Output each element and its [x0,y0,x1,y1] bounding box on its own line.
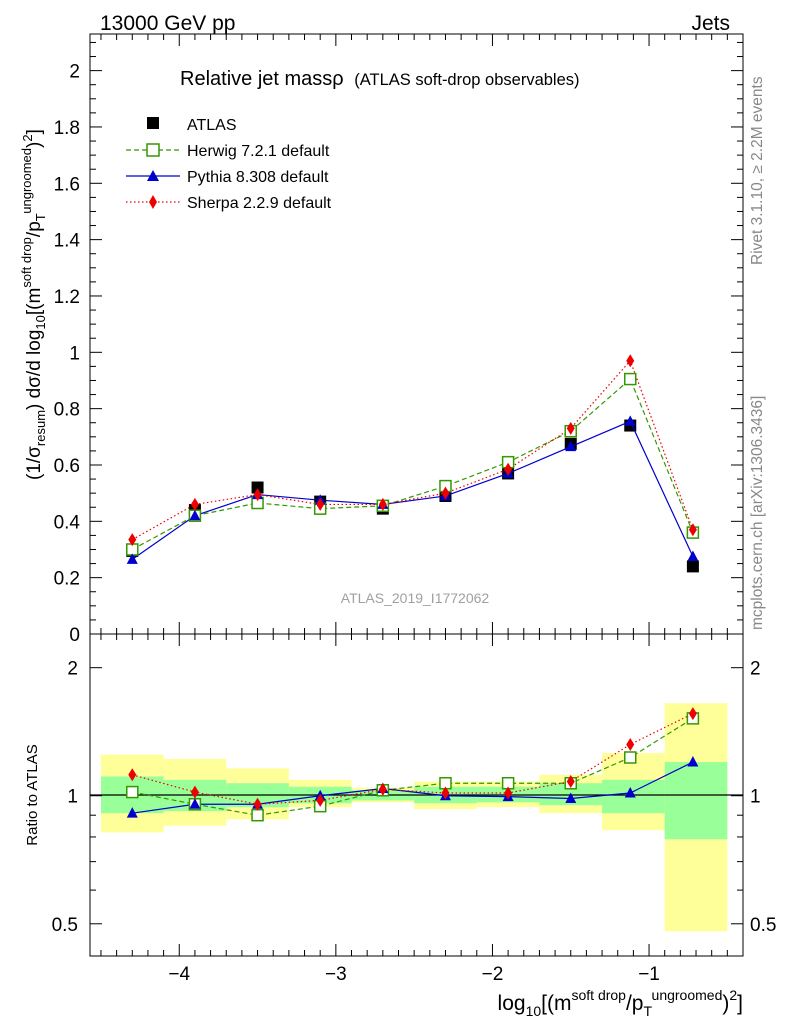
ratio-band-inner [664,762,728,840]
y-tick-label: 1.4 [54,231,81,252]
y-tick-label: 1.8 [54,118,80,139]
beam-label: 13000 GeV pp [100,12,235,35]
y-tick-label: 0.2 [54,569,80,590]
rivet-version-text: Rivet 3.1.10, ≥ 2.2M events [749,76,766,265]
ratio-point-sherpa [190,785,199,799]
mcplots-text: mcplots.cern.ch [arXiv:1306.3436] [749,396,766,630]
ratio-point-sherpa [441,786,450,800]
point-sherpa [316,497,325,511]
y-axis-label: (1/σresum) dσ/d log10[(msoft drop/pTungr… [19,129,48,480]
legend-label-atlas: ATLAS [187,117,237,134]
ratio-frame [89,633,744,957]
legend-marker-sherpa [149,195,157,209]
legend-label-herwig: Herwig 7.2.1 default [187,143,330,160]
ratio-panel: −4 −3 −2 −1 0.5 0.5 1 1 2 2 Ratio to ATLAS [24,633,776,985]
ratio-point-sherpa [504,786,513,800]
point-pythia [687,550,699,562]
x-tick-label: −4 [168,964,190,985]
point-sherpa [688,523,697,537]
legend-label-sherpa: Sherpa 2.2.9 default [187,195,332,212]
series-line-sherpa [131,359,694,541]
point-pythia [624,415,636,426]
series-line-pythia [131,420,694,560]
point-sherpa [253,488,262,502]
y-tick-label: 0 [69,625,80,646]
y-tick-label: 0.4 [54,512,81,533]
ratio-point-sherpa [378,782,387,796]
ratio-point-pythia [624,786,636,798]
point-sherpa [190,497,199,511]
legend: ATLAS Herwig 7.2.1 default Pythia 8.308 … [126,117,332,212]
svg-text:(1/σresum) dσ/d log10[(msoft d: (1/σresum) dσ/d log10[(msoft drop/pTungr… [19,129,48,480]
ratio-y-label: Ratio to ATLAS [24,744,41,845]
point-sherpa [441,486,450,500]
ratio-point-sherpa [253,797,262,811]
point-sherpa [378,497,387,511]
x-tick-label: −2 [482,964,504,985]
ratio-line-herwig [132,717,694,816]
watermark-text: ATLAS_2019_I1772062 [341,590,490,606]
ratio-point-herwig [251,808,264,822]
ratio-y-tick-label-left: 2 [67,659,78,680]
ratio-y-tick-label-left: 0.5 [52,915,78,936]
series-line-herwig [131,378,694,551]
ratio-y-tick-label-right: 0.5 [750,915,776,936]
y-tick-label: 0.8 [54,400,80,421]
point-pythia [189,509,201,521]
y-tick-label: 1 [69,343,80,364]
legend-marker-atlas [147,117,159,129]
chart-title: Relative jet massρ (ATLAS soft-drop obse… [180,68,580,90]
ratio-point-pythia [687,756,699,767]
svg-text:log10[(msoft drop/pTungroomed): log10[(msoft drop/pTungroomed)2] [498,987,743,1019]
ratio-point-sherpa [688,707,697,721]
y-tick-label: 1.2 [54,287,80,308]
main-panel: ATLAS_2019_I1772062 0 0.2 0.4 0.6 0.8 1 1.2 1.4… [19,33,744,646]
point-herwig [624,372,637,386]
y-tick-label: 1.6 [54,174,80,195]
point-sherpa [626,354,635,368]
point-sherpa [566,421,575,435]
ratio-point-sherpa [128,768,137,782]
ratio-point-sherpa [316,793,325,807]
ratio-line-pythia [132,761,694,814]
ratio-point-pythia [189,798,201,809]
chart-title-sub: (ATLAS soft-drop observables) [354,71,579,89]
point-pythia [565,440,577,452]
x-axis-label: log10[(msoft drop/pTungroomed)2] [498,987,743,1019]
ratio-point-sherpa [626,737,635,751]
legend-label-pythia: Pythia 8.308 default [187,169,329,186]
ratio-line-sherpa [132,713,694,805]
y-tick-label: 0.6 [54,456,80,477]
point-atlas [251,481,264,494]
ratio-point-pythia [126,807,138,818]
ratio-point-herwig [624,751,637,764]
point-sherpa [128,533,137,547]
chart-title-main: Relative jet massρ [180,68,344,90]
process-label: Jets [691,12,730,35]
point-atlas [686,560,699,573]
point-sherpa [504,462,513,476]
point-pythia [126,553,138,564]
ratio-point-herwig [126,785,139,799]
ratio-y-tick-label-right: 1 [750,787,761,808]
ratio-y-tick-label-left: 1 [67,787,78,808]
x-tick-label: −1 [638,964,660,985]
x-tick-label: −3 [325,964,347,985]
legend-marker-pythia [147,170,159,181]
ratio-point-sherpa [566,775,575,789]
y-tick-label: 2 [69,62,80,83]
ratio-point-pythia [565,792,577,804]
legend-marker-herwig [146,143,160,157]
ratio-y-tick-label-right: 2 [750,659,761,680]
